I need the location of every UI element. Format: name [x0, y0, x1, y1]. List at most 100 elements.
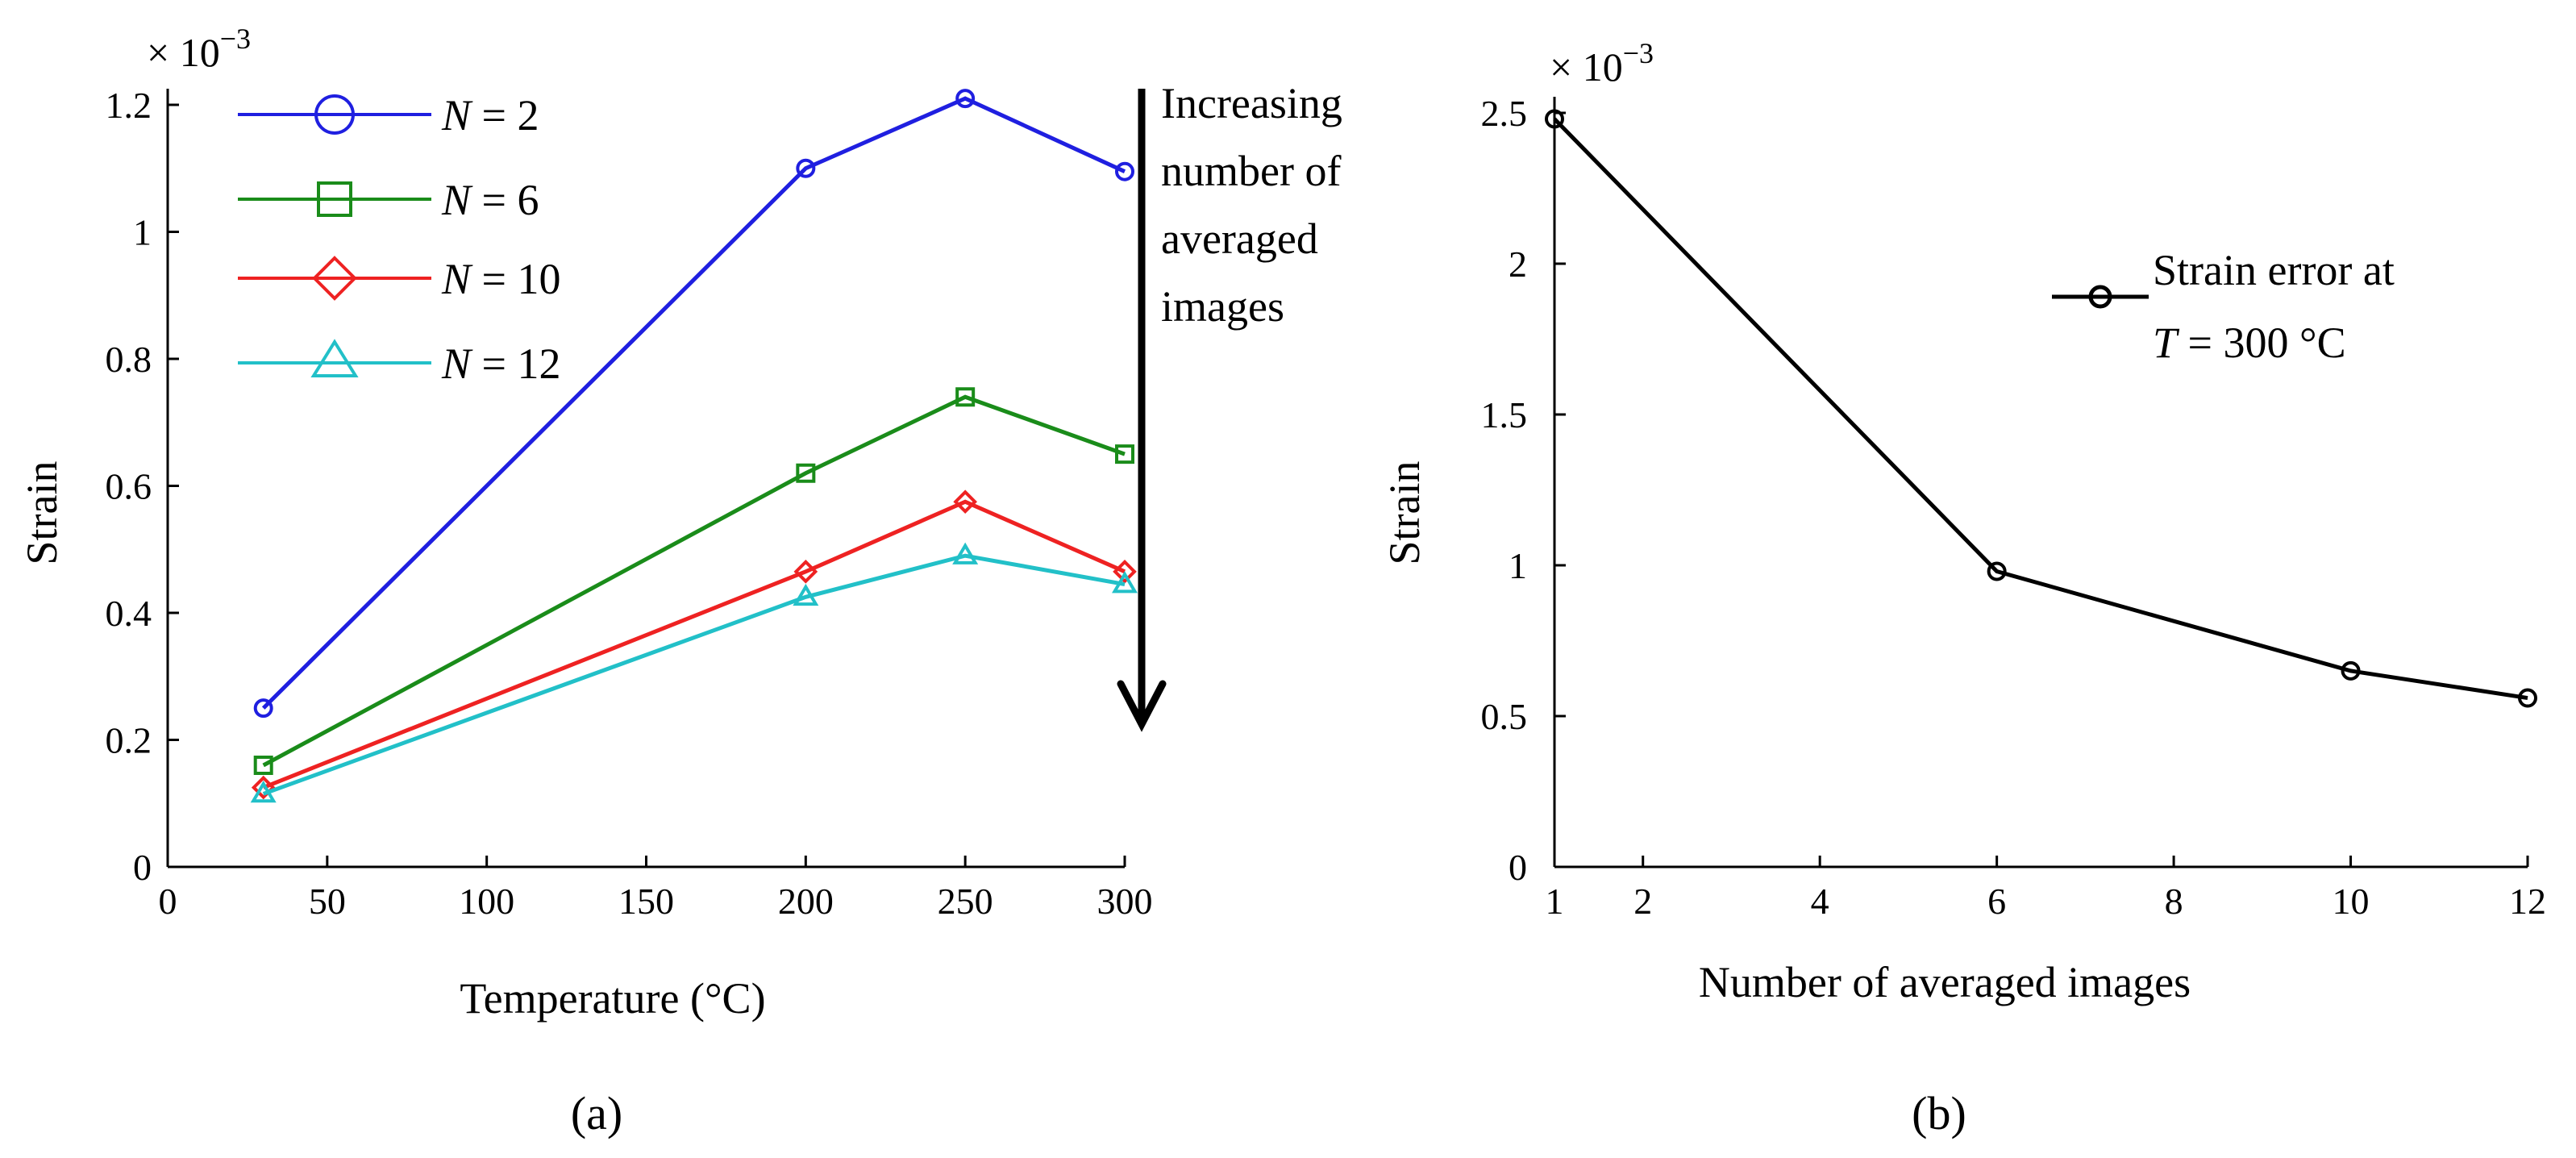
legend-square-marker: [317, 181, 352, 217]
b-x-tick-label: 8: [2165, 881, 2183, 922]
legend-circle-marker: [2088, 285, 2112, 309]
data-point: [1115, 161, 1134, 181]
chart-a-y-ticks: 0 0.2 0.4 0.6 0.8 1 1.2: [106, 85, 179, 888]
data-point: [1987, 561, 2007, 581]
legend-triangle-marker: [310, 339, 359, 377]
svg-text:Increasing: Increasing: [1161, 79, 1342, 127]
svg-text:N = 12: N = 12: [441, 339, 561, 388]
series-line-N-2: [253, 89, 1134, 719]
legend-item-n6: N = 6: [238, 176, 539, 224]
series-line-N-12: [250, 542, 1138, 803]
data-point: [796, 463, 816, 483]
data-point: [952, 542, 979, 564]
chart-b-ylabel: Strain: [1380, 461, 1429, 565]
data-point: [1545, 109, 1564, 129]
data-point: [955, 89, 976, 109]
data-point: [1112, 571, 1138, 594]
chart-b-y-ticks: 0 0.5 1 1.5 2 2.5: [1481, 93, 1566, 888]
b-x-tick-label: 6: [1987, 881, 2006, 922]
series-path: [262, 553, 1126, 796]
svg-text:× 10−3: × 10−3: [1550, 37, 1654, 90]
chart-a-legend: N = 2 N = 6 N = 10 N = 12: [238, 91, 561, 388]
panel-label-b: (b): [1912, 1087, 1966, 1139]
chart-b-x-ticks: 1 2 4 6 8 10 12: [1546, 856, 2546, 922]
chart-a-ylabel: Strain: [18, 461, 66, 565]
chart-b: × 10−3 00.511.522.5 1 2 4 6 8 10 12 Strain Num…: [1380, 37, 2546, 1139]
a-y-tick-label: 0.2: [106, 720, 152, 761]
series-line-N-6: [253, 387, 1134, 775]
series-path: [1553, 117, 2528, 701]
chart-a-xlabel: Temperature (°C): [460, 974, 765, 1023]
legend-circle-marker: [314, 94, 355, 135]
data-point: [953, 489, 977, 514]
chart-b-y-multiplier: × 10−3: [1550, 37, 1654, 90]
chart-b-xlabel: Number of averaged images: [1699, 958, 2191, 1006]
series-path: [262, 394, 1126, 768]
a-x-tick-label: 150: [618, 881, 674, 922]
svg-text:N = 2: N = 2: [441, 91, 539, 140]
legend-item-n12: N = 12: [238, 339, 561, 388]
data-point: [1113, 559, 1137, 584]
series-path: [261, 96, 1126, 710]
b-x-tick-label: 4: [1811, 881, 1829, 922]
chart-a-x-ticks: 0 50 100 150 200 250 300: [159, 856, 1153, 922]
a-y-tick-label: 0.4: [106, 593, 152, 634]
a-y-tick-label: 1.2: [106, 85, 152, 126]
chart-a-axes: [166, 89, 1125, 868]
svg-text:T = 300 °C: T = 300 °C: [2153, 319, 2346, 367]
a-x-tick-label: 100: [459, 881, 514, 922]
b-x-tick-label: 1: [1546, 881, 1564, 922]
data-point: [253, 756, 273, 775]
data-point: [2518, 688, 2537, 708]
svg-text:N = 10: N = 10: [441, 255, 561, 303]
data-point: [251, 775, 276, 800]
legend-diamond-marker: [312, 256, 357, 301]
data-point: [796, 158, 816, 178]
legend-item-n10: N = 10: [238, 255, 561, 303]
a-y-tick-label: 1: [133, 212, 152, 253]
svg-text:N = 6: N = 6: [441, 176, 539, 224]
chart-a-annotation: Increasing number of averaged images: [1117, 79, 1342, 732]
data-point: [253, 698, 273, 719]
data-point: [1115, 444, 1134, 464]
a-y-tick-label: 0.8: [106, 339, 152, 380]
data-point: [793, 583, 819, 606]
b-y-tick-label: 0: [1509, 847, 1527, 888]
b-y-tick-label: 1.5: [1481, 394, 1528, 435]
a-y-tick-label: 0.6: [106, 466, 152, 507]
a-x-tick-label: 200: [778, 881, 834, 922]
data-point: [2341, 660, 2361, 681]
svg-text:number of: number of: [1161, 147, 1341, 195]
b-y-tick-label: 1: [1509, 545, 1527, 586]
a-x-tick-label: 300: [1097, 881, 1153, 922]
chart-a-y-multiplier: × 10−3: [147, 23, 251, 75]
arrow-down-icon: [1117, 89, 1167, 732]
svg-text:images: images: [1161, 282, 1284, 331]
svg-text:Strain error at: Strain error at: [2153, 246, 2395, 294]
chart-b-series: [1545, 109, 2537, 708]
chart-b-axes: [1553, 97, 2528, 868]
a-x-tick-label: 0: [159, 881, 177, 922]
chart-a-series: [250, 89, 1138, 803]
a-y-tick-label: 0: [133, 847, 152, 888]
b-x-tick-label: 10: [2333, 881, 2370, 922]
b-y-tick-label: 0.5: [1481, 696, 1528, 737]
chart-a: × 10−3 0 0.2 0.4 0.6 0.8 1 1.2 0 50 100 150 200 250…: [18, 23, 1342, 1139]
data-point: [250, 780, 277, 803]
b-y-tick-label: 2: [1509, 244, 1527, 285]
a-x-tick-label: 50: [309, 881, 346, 922]
svg-text:× 10−3: × 10−3: [147, 23, 251, 75]
b-y-tick-label: 2.5: [1481, 93, 1528, 134]
legend-item-n2: N = 2: [238, 91, 539, 140]
series-line-N-10: [251, 489, 1137, 800]
series-line-strain-error: [1545, 109, 2537, 708]
a-x-tick-label: 250: [938, 881, 993, 922]
chart-b-legend: Strain error at T = 300 °C: [2052, 246, 2395, 367]
b-x-tick-label: 12: [2509, 881, 2546, 922]
panel-label-a: (a): [571, 1087, 622, 1139]
data-point: [955, 387, 976, 407]
data-point: [793, 559, 818, 584]
b-x-tick-label: 2: [1633, 881, 1652, 922]
svg-text:averaged: averaged: [1161, 215, 1318, 263]
